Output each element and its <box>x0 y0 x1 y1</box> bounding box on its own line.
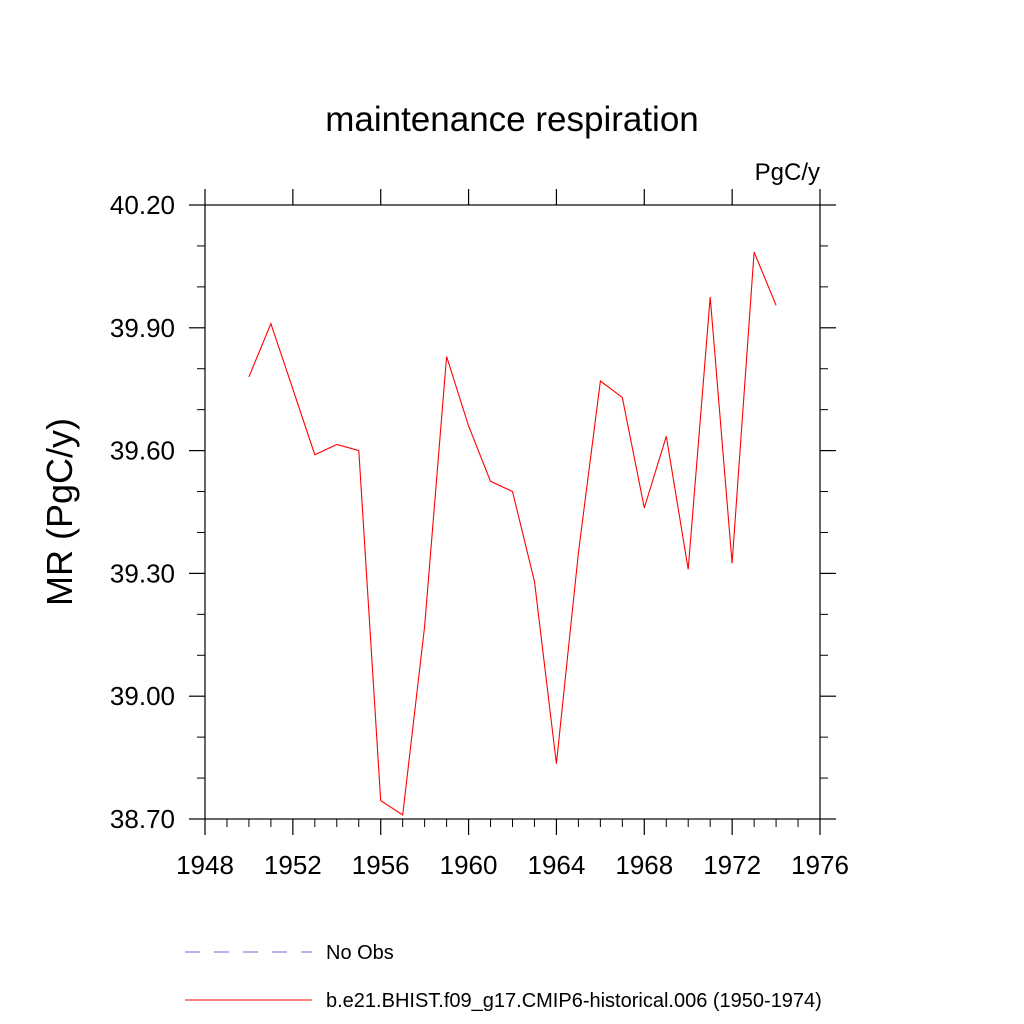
series-group <box>248 251 777 816</box>
x-tick-label: 1956 <box>352 850 410 880</box>
series-line <box>248 251 777 816</box>
x-tick-label: 1972 <box>703 850 761 880</box>
axis-tick-labels: 1948 1952 1956 1960 1964 1968 1972 1976 38.70 39.… <box>110 190 849 880</box>
legend-label: No Obs <box>326 942 394 964</box>
legend: No Obs b.e21.BHIST.f09_g17.CMIP6-historic… <box>185 942 822 1012</box>
x-tick-label: 1964 <box>528 850 586 880</box>
x-tick-label: 1976 <box>791 850 849 880</box>
x-tick-label: 1948 <box>176 850 234 880</box>
x-tick-label: 1960 <box>440 850 498 880</box>
chart-title: maintenance respiration <box>325 100 699 139</box>
legend-label: b.e21.BHIST.f09_g17.CMIP6-historical.006… <box>326 990 822 1012</box>
y-axis-label: MR (PgC/y) <box>39 418 80 606</box>
y-tick-label: 39.60 <box>110 436 175 466</box>
y-tick-label: 39.30 <box>110 558 175 588</box>
y-tick-label: 40.20 <box>110 190 175 220</box>
y-tick-label: 38.70 <box>110 804 175 834</box>
x-tick-label: 1952 <box>264 850 322 880</box>
axis-ticks <box>189 189 836 835</box>
units-label: PgC/y <box>755 159 820 186</box>
x-tick-label: 1968 <box>615 850 673 880</box>
y-tick-label: 39.00 <box>110 681 175 711</box>
y-tick-label: 39.90 <box>110 313 175 343</box>
